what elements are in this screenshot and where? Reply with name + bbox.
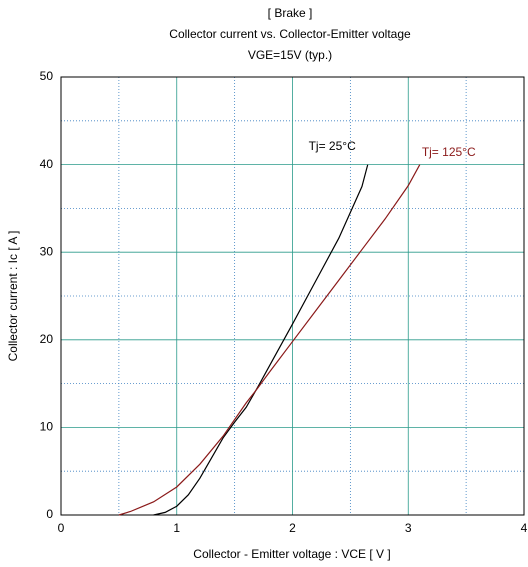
x-tick-label: 1 (173, 521, 180, 535)
y-tick-label: 50 (40, 69, 54, 83)
y-tick-label: 30 (40, 244, 54, 258)
plot-frame (60, 76, 525, 516)
chart-title: [ Brake ] (268, 6, 313, 20)
x-axis-label: Collector - Emitter voltage : VCE [ V ] (193, 547, 390, 561)
series-line (118, 164, 421, 516)
y-tick-label: 40 (40, 157, 54, 171)
chart-condition: VGE=15V (typ.) (248, 48, 332, 62)
y-tick-label: 10 (40, 420, 54, 434)
x-tick-label: 0 (58, 521, 65, 535)
chart-subtitle: Collector current vs. Collector-Emitter … (169, 27, 411, 41)
y-axis-label: Collector current : Ic [ A ] (6, 231, 20, 362)
series-label: Tj= 25°C (309, 139, 356, 153)
x-tick-label: 3 (405, 521, 412, 535)
x-tick-label: 2 (289, 521, 296, 535)
y-tick-label: 0 (46, 507, 53, 521)
x-tick-label: 4 (521, 521, 528, 535)
series-line (153, 164, 369, 516)
y-tick-label: 20 (40, 332, 54, 346)
series-label: Tj= 125°C (422, 145, 476, 159)
